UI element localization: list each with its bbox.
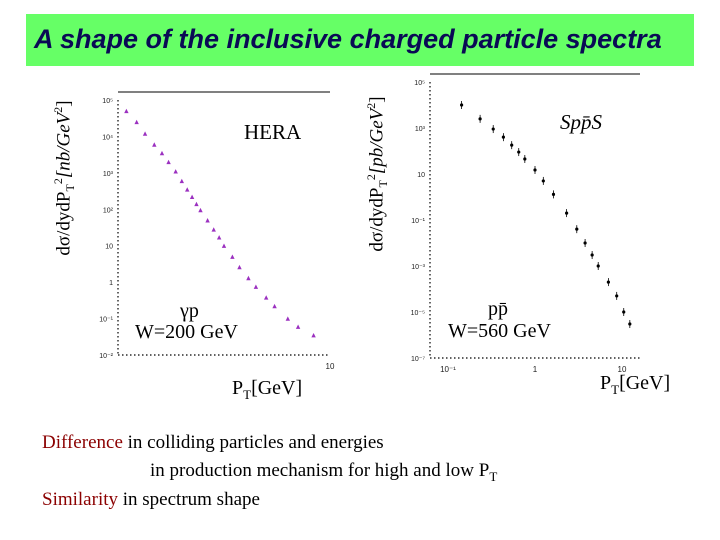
SppS-y-tick-label: 10 xyxy=(417,172,425,179)
title-bar xyxy=(26,14,694,66)
SppS-y-tick-label: 10⁻⁵ xyxy=(411,310,425,317)
SppS-y-tick-label: 10⁻¹ xyxy=(411,218,425,225)
HERA-data-point xyxy=(134,119,139,125)
HERA-data-point xyxy=(185,187,190,192)
SppS-x-tick-label: 10 xyxy=(618,365,627,374)
HERA-data-point xyxy=(152,142,157,147)
note-line-2: in production mechanism for high and low… xyxy=(150,460,498,484)
HERA-y-tick-label: 10² xyxy=(103,207,114,214)
HERA-data-point xyxy=(205,218,210,223)
SppS-y-tick-label: 10⁵ xyxy=(414,80,425,87)
HERA-y-tick-label: 10⁻¹ xyxy=(99,317,113,324)
spps-plot: 10⁻⁷ 10⁻⁵ 10⁻³ 10⁻¹ 10 10³ 10⁵ 10⁻¹ 1 10 xyxy=(411,73,640,374)
SppS-y-tick-label: 10⁻³ xyxy=(411,264,425,271)
SppS-y-tick-label: 10⁻⁷ xyxy=(411,356,425,363)
HERA-data-point xyxy=(237,264,242,270)
note-line-3: Similarity in spectrum shape xyxy=(42,489,260,510)
hera-energy: W=200 GeV xyxy=(135,321,238,343)
HERA-data-point xyxy=(159,150,165,156)
SppS-x-tick-label: 1 xyxy=(533,365,538,374)
HERA-data-point xyxy=(211,227,216,232)
HERA-y-tick-label: 10 xyxy=(105,244,113,251)
SppS-x-tick-label: 10⁻¹ xyxy=(440,365,456,374)
note-line-1: Difference in colliding particles and en… xyxy=(42,432,384,453)
spps-label: Spp̄S xyxy=(560,110,602,134)
HERA-y-tick-label: 10³ xyxy=(103,171,114,178)
HERA-data-point xyxy=(179,178,185,184)
hera-reaction: γp xyxy=(180,300,199,322)
SppS-y-tick-label: 10³ xyxy=(415,126,426,133)
HERA-data-point xyxy=(285,316,291,321)
HERA-data-point xyxy=(272,303,277,309)
HERA-data-point xyxy=(311,332,316,338)
HERA-data-point xyxy=(173,169,178,174)
HERA-data-point xyxy=(246,275,251,281)
HERA-data-point xyxy=(295,324,301,329)
HERA-y-tick-label: 10⁴ xyxy=(102,134,113,141)
HERA-x-tick-label: 10 xyxy=(326,362,335,371)
HERA-data-point xyxy=(124,108,129,114)
HERA-data-point xyxy=(263,295,269,300)
HERA-data-point xyxy=(194,201,199,207)
hera-label: HERA xyxy=(244,120,302,144)
HERA-data-point xyxy=(221,243,227,248)
spps-energy: W=560 GeV xyxy=(448,320,551,342)
HERA-y-tick-label: 10⁵ xyxy=(102,98,113,105)
hera-plot: 10⁻² 10⁻¹ 1 10 10² 10³ 10⁴ 10⁵ 10 xyxy=(99,91,335,371)
HERA-data-point xyxy=(166,159,171,165)
HERA-data-point xyxy=(142,131,148,136)
HERA-data-point xyxy=(230,254,235,259)
HERA-y-tick-label: 1 xyxy=(109,280,113,287)
spps-ylabel: dσ/dydPT2[pb/GeV2] xyxy=(364,96,391,252)
spps-reaction: pp̄ xyxy=(488,298,508,320)
HERA-data-point xyxy=(198,207,203,213)
HERA-data-point xyxy=(253,284,259,289)
slide-title: A shape of the inclusive charged particl… xyxy=(34,24,662,54)
hera-xlabel: PT[GeV] xyxy=(232,377,303,402)
spps-xlabel: PT[GeV] xyxy=(600,372,671,397)
HERA-data-point xyxy=(216,235,222,240)
hera-ylabel: dσ/dydPT2[nb/GeV2] xyxy=(51,100,78,256)
HERA-y-tick-label: 10⁻² xyxy=(99,353,113,360)
HERA-data-point xyxy=(189,194,195,200)
